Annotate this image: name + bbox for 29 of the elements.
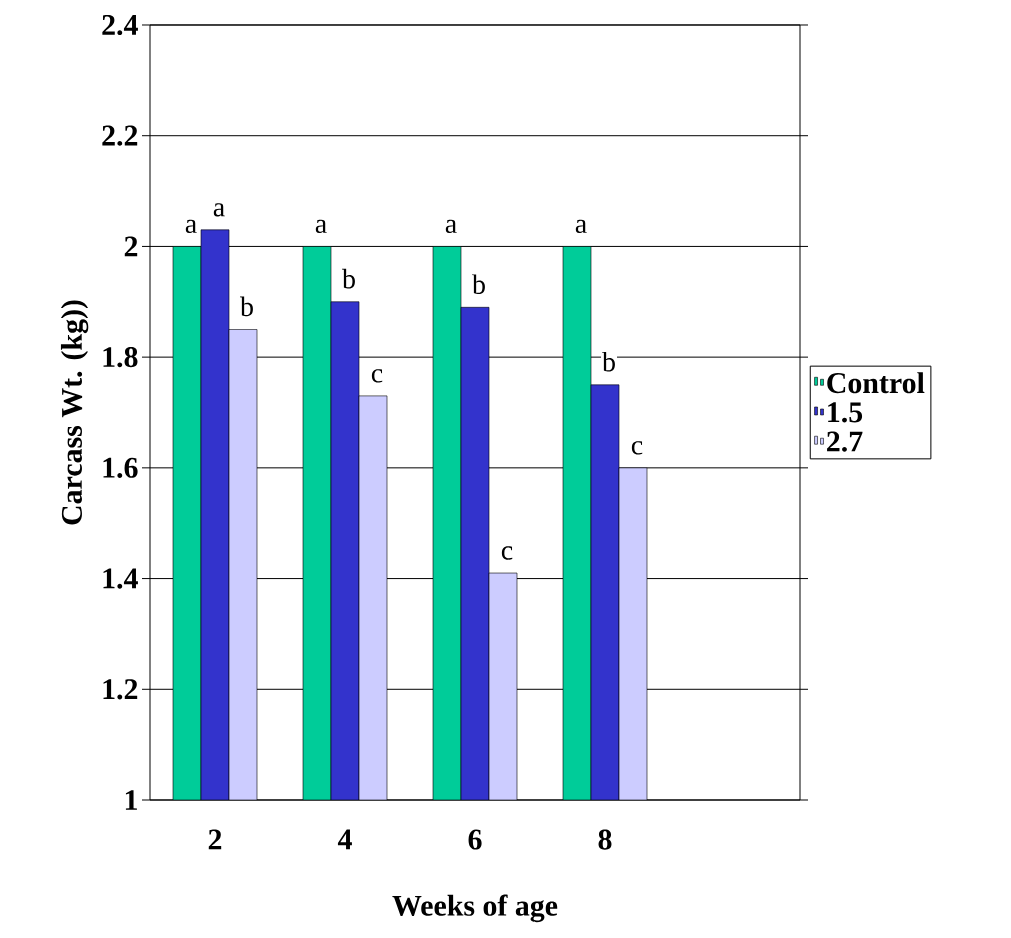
data-label: a [185,219,197,234]
y-tick-label: 2 [124,236,138,257]
data-label: a [445,219,457,234]
data-label: c [631,441,643,455]
x-tick-label: 2 [208,829,222,850]
data-label: c [501,546,513,560]
data-label: c [371,369,383,383]
x-tick-label: 8 [598,829,612,850]
y-tick-label: 1.8 [103,346,138,368]
y-tick-label: 1.2 [103,679,138,700]
data-label: b [342,268,355,289]
y-tick-label: 1 [125,790,137,810]
data-label: b [240,296,253,317]
y-axis-title: Carcass Wt. (kg)) [60,300,89,525]
y-tick-label: 1.6 [103,457,138,478]
data-label: b [602,351,615,372]
y-tick-label: 2.4 [102,14,138,36]
data-label: a [315,219,327,234]
x-tick-label: 6 [468,829,482,850]
data-label: a [575,219,587,234]
y-tick-label: 2.2 [102,125,138,146]
y-tick-label: 1.4 [103,568,138,589]
legend-label: 2.7 [827,431,863,452]
data-label: a [213,203,225,217]
legend-label: Control [827,372,925,394]
x-tick-label: 4 [337,829,352,850]
data-label: b [472,274,485,295]
x-axis-title: Weeks of age [392,894,558,923]
legend-label: 1.5 [828,402,863,423]
